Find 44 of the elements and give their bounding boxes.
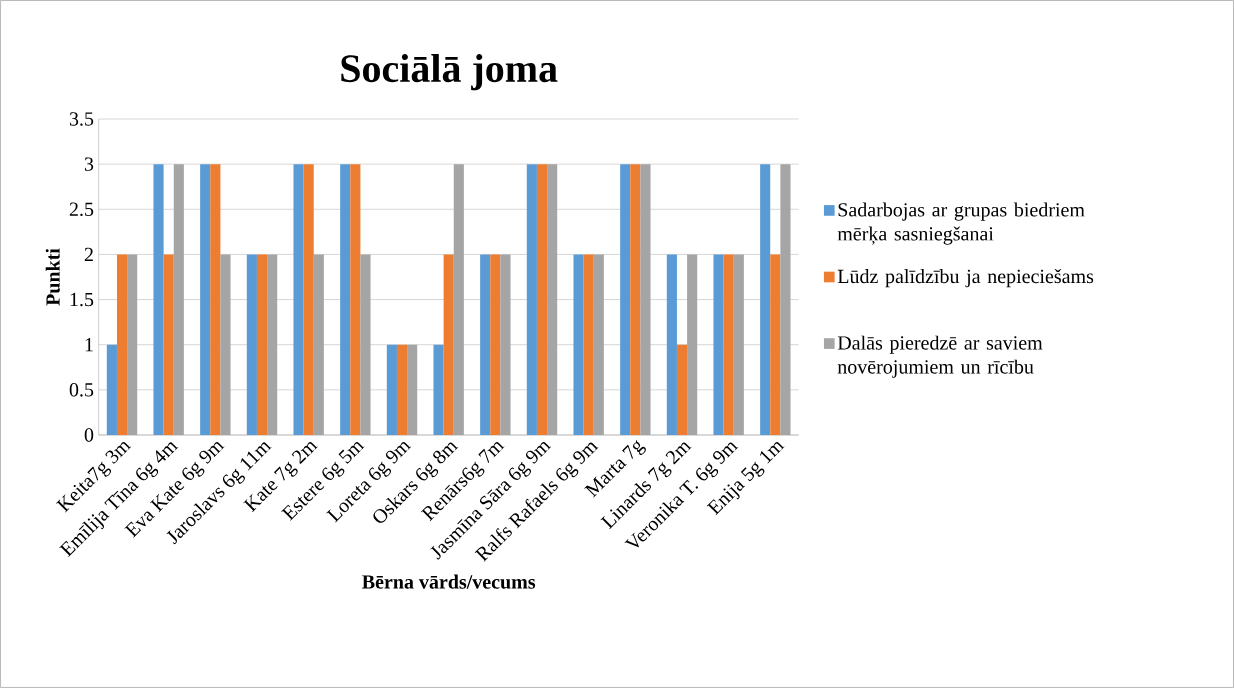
bar (340, 164, 351, 435)
bar (723, 254, 734, 435)
y-tick-label: 3 (84, 157, 94, 171)
bar (396, 344, 408, 435)
bar (106, 344, 117, 435)
legend-label: Lūdz palīdzību ja nepieciešams (837, 269, 1094, 288)
bar (620, 164, 631, 435)
bar (490, 254, 501, 435)
bar (770, 254, 781, 435)
bar (256, 254, 268, 435)
bar (246, 254, 257, 435)
bar (433, 344, 444, 435)
bar (293, 164, 304, 435)
bar (200, 164, 211, 435)
bar (303, 164, 314, 435)
y-tick-label: 1.5 (70, 292, 94, 307)
bar (526, 164, 537, 435)
bar (210, 164, 221, 435)
bar (573, 254, 584, 435)
y-axis-title: Punkti (45, 248, 60, 306)
y-tick-label: 2 (84, 247, 93, 262)
bar (666, 254, 677, 435)
bar (386, 344, 397, 435)
bar (676, 344, 688, 435)
bar (583, 254, 594, 435)
bar (480, 254, 491, 435)
bar (350, 164, 361, 435)
y-tick-label: 1 (85, 338, 93, 352)
bar (153, 164, 164, 435)
y-tick-label: 0.5 (69, 383, 94, 397)
legend-label: Sadarbojas ar grupas biedriem mērķa sasniegšanai (837, 202, 1085, 245)
x-axis-title: Bērna vārds/vecums (362, 574, 536, 589)
bar (443, 254, 454, 435)
bar (116, 254, 128, 435)
bar (630, 164, 641, 435)
chart-title: Sociālā joma (341, 54, 558, 91)
y-tick-label: 0 (84, 428, 94, 442)
y-tick-label: 2.5 (69, 202, 94, 217)
y-tick-label: 3.5 (69, 112, 94, 126)
bar (760, 164, 771, 435)
bar (163, 254, 174, 435)
bar (536, 164, 548, 435)
legend-label: Dalās pieredzē ar saviem novērojumiem un rīcību (837, 335, 1043, 378)
bar (713, 254, 724, 435)
